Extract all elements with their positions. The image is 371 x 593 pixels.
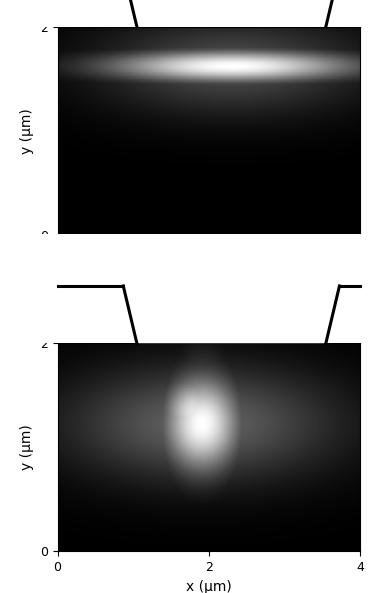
Y-axis label: y (μm): y (μm): [20, 108, 34, 154]
Text: Ridge: Ridge: [0, 592, 1, 593]
Polygon shape: [20, 234, 371, 343]
Title: (b) I = 80 mA: TM-Emission: (b) I = 80 mA: TM-Emission: [114, 291, 303, 305]
Polygon shape: [123, 0, 339, 27]
Polygon shape: [20, 0, 371, 27]
Polygon shape: [123, 286, 339, 343]
X-axis label: x (μm): x (μm): [186, 580, 232, 593]
X-axis label: x (μm): x (μm): [186, 263, 232, 277]
Y-axis label: y (μm): y (μm): [20, 425, 34, 470]
